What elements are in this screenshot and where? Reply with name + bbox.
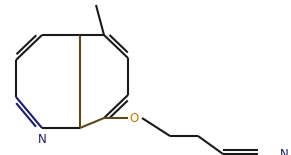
Text: N: N — [280, 148, 289, 155]
Text: N: N — [38, 133, 46, 146]
Text: O: O — [129, 111, 139, 124]
